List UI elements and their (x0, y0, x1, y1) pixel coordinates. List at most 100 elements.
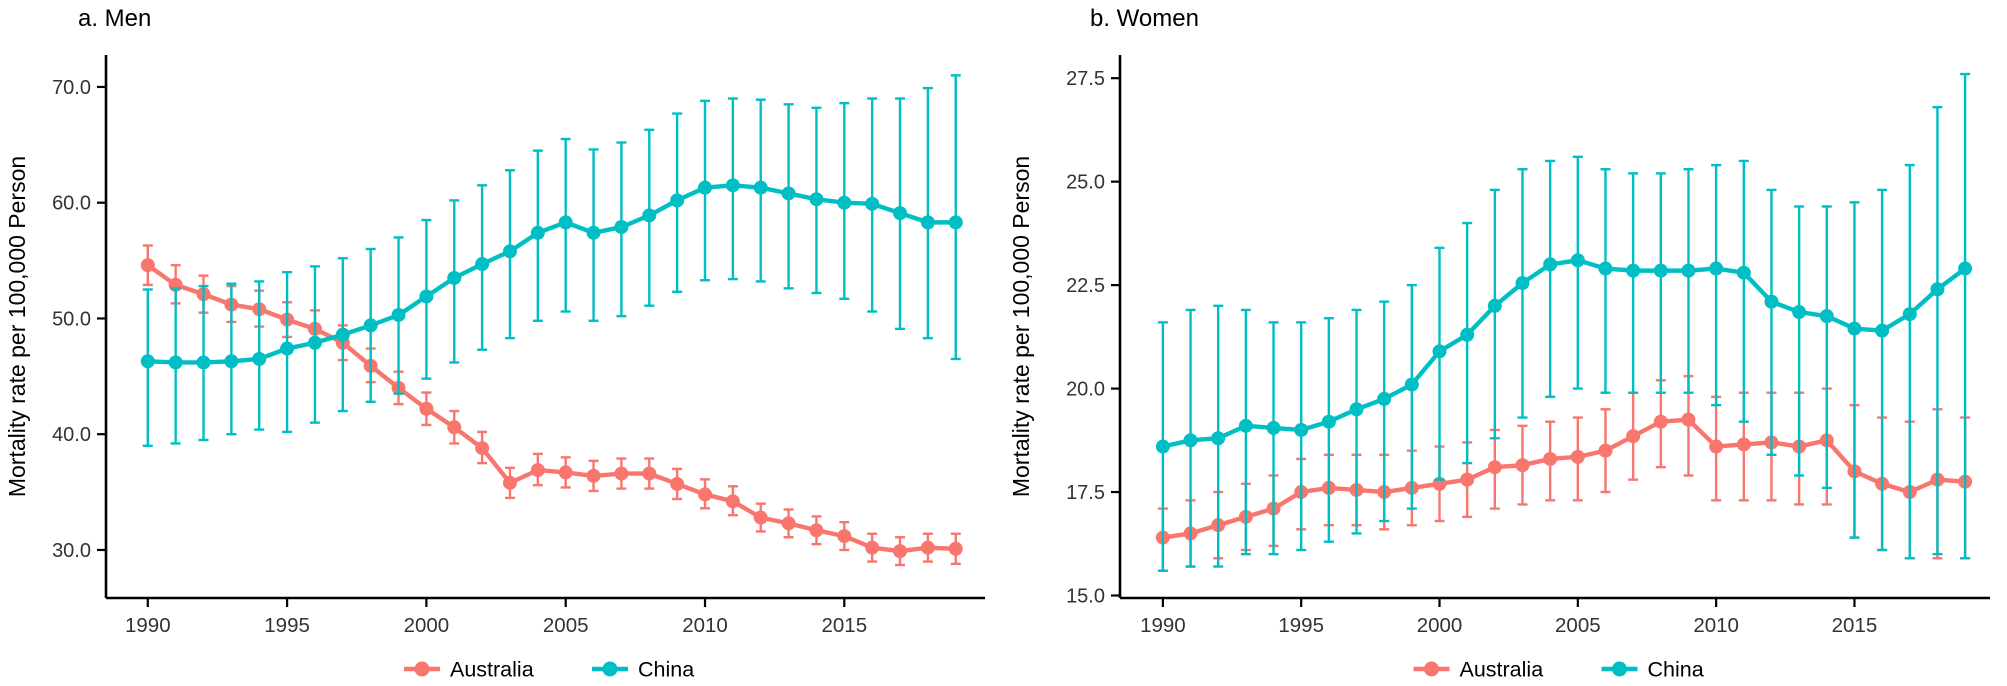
legend-marker-china (1612, 661, 1627, 677)
data-point (586, 225, 601, 240)
x-tick-label: 1990 (125, 614, 171, 637)
data-point (809, 523, 824, 538)
data-point (1487, 460, 1502, 475)
data-point (530, 463, 545, 478)
y-tick-label: 70.0 (52, 77, 91, 99)
data-point (1653, 263, 1668, 278)
series-line (1162, 258, 1967, 449)
data-point (475, 441, 490, 456)
data-point (1764, 294, 1779, 309)
series-china (140, 74, 963, 447)
legend-label-australia: Australia (1460, 658, 1544, 682)
data-point (920, 540, 935, 555)
data-point (865, 540, 880, 555)
data-point (781, 186, 796, 201)
x-tick-label: 1995 (264, 614, 310, 637)
series-australia (140, 244, 963, 567)
x-tick-label: 2010 (682, 614, 728, 637)
data-point (280, 341, 295, 356)
y-tick-label: 22.5 (1066, 275, 1105, 297)
legend-label-australia: Australia (450, 658, 534, 682)
data-point (1819, 309, 1834, 324)
data-point (1321, 414, 1336, 429)
data-point (1709, 439, 1724, 454)
data-point (725, 494, 740, 509)
data-point (1543, 257, 1558, 272)
data-point (1598, 443, 1613, 458)
data-point (670, 476, 685, 491)
panel-title-men: a. Men (78, 5, 152, 32)
data-point (1155, 439, 1170, 454)
data-point (1515, 458, 1530, 473)
series-line (147, 183, 956, 365)
data-point (865, 196, 880, 211)
panel-title-women: b. Women (1090, 5, 1199, 32)
y-tick-label: 20.0 (1066, 379, 1105, 401)
data-point (1930, 282, 1945, 297)
data-point (168, 355, 183, 370)
x-tick-label: 2015 (821, 614, 867, 637)
data-point (614, 466, 629, 481)
data-point (1543, 451, 1558, 466)
data-point (1487, 298, 1502, 313)
data-point (642, 466, 657, 481)
y-axis-label: Mortality rate per 100,000 Person (1008, 156, 1034, 497)
panel-women: 15.0 17.5 20.0 22.5 25.0 27.5 1990 1995 2000 2005… (1004, 0, 2007, 686)
data-point (1432, 344, 1447, 359)
y-tick-label: 50.0 (52, 308, 91, 330)
data-point (1681, 263, 1696, 278)
y-tick-label: 25.0 (1066, 172, 1105, 194)
x-tick-label: 2000 (1417, 614, 1463, 637)
data-point (1653, 414, 1668, 429)
data-point (224, 354, 239, 369)
data-point (502, 244, 517, 259)
y-tick-label: 15.0 (1066, 586, 1105, 608)
data-point (753, 180, 768, 195)
y-tick-label: 40.0 (52, 424, 91, 446)
data-point (614, 220, 629, 235)
legend-marker-australia (1424, 661, 1439, 677)
data-point (698, 487, 713, 502)
data-point (1736, 265, 1751, 280)
data-point (1875, 323, 1890, 338)
data-point (1902, 307, 1917, 322)
data-point (1183, 433, 1198, 448)
men-plot: 30.0 40.0 50.0 60.0 70.0 1990 1995 2000 2005 2010… (4, 55, 985, 682)
data-point (1211, 431, 1226, 446)
data-point (475, 257, 490, 272)
data-point (391, 307, 406, 322)
series-line (1162, 417, 1966, 540)
data-point (1404, 377, 1419, 392)
data-point (1709, 261, 1724, 276)
data-point (1460, 472, 1475, 487)
data-point (447, 420, 462, 435)
data-point (586, 468, 601, 483)
data-point (558, 215, 573, 230)
x-tick-label: 2005 (1555, 614, 1601, 637)
data-point (893, 544, 908, 559)
legend-label-china: China (638, 658, 694, 682)
data-point (948, 541, 963, 556)
data-point (1570, 449, 1585, 464)
data-point (1377, 391, 1392, 406)
y-tick-label: 17.5 (1066, 482, 1105, 504)
data-point (837, 529, 852, 544)
legend-label-china: China (1648, 658, 1704, 682)
panel-men: 30.0 40.0 50.0 60.0 70.0 1990 1995 2000 2005 2010… (0, 0, 1003, 686)
data-point (1515, 276, 1530, 291)
data-point (140, 258, 155, 273)
data-point (1626, 263, 1641, 278)
data-point (252, 351, 267, 366)
x-tick-label: 1995 (1278, 614, 1324, 637)
data-point (698, 180, 713, 195)
data-point (893, 206, 908, 221)
data-point (920, 215, 935, 230)
y-axis-label: Mortality rate per 100,000 Person (4, 156, 30, 497)
x-tick-label: 2010 (1693, 614, 1739, 637)
data-point (781, 516, 796, 531)
data-point (753, 510, 768, 525)
data-point (725, 178, 740, 193)
data-point (1626, 429, 1641, 444)
x-tick-label: 1990 (1140, 614, 1186, 637)
